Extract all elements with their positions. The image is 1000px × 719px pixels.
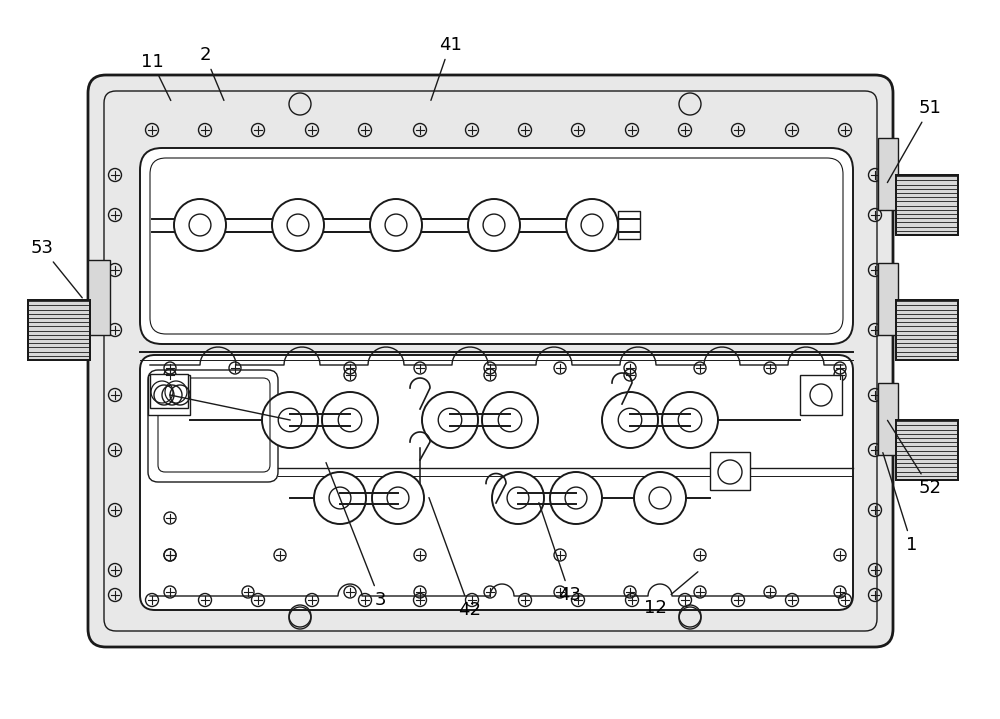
Bar <box>896 420 958 480</box>
Bar <box>896 420 958 480</box>
Circle shape <box>566 199 618 251</box>
Circle shape <box>468 199 520 251</box>
Bar <box>896 175 958 235</box>
Bar <box>148 375 190 415</box>
Text: 43: 43 <box>539 503 582 604</box>
FancyBboxPatch shape <box>140 355 853 610</box>
Bar <box>710 452 750 490</box>
Text: 51: 51 <box>887 99 941 183</box>
Text: 2: 2 <box>199 46 224 101</box>
Bar <box>878 138 898 210</box>
Bar <box>878 263 898 335</box>
Bar <box>450 414 510 426</box>
Bar <box>324 219 370 232</box>
Circle shape <box>662 392 718 448</box>
Text: 3: 3 <box>326 462 386 609</box>
Circle shape <box>322 392 378 448</box>
FancyBboxPatch shape <box>140 148 853 344</box>
Text: 41: 41 <box>431 36 461 101</box>
Bar <box>896 300 958 360</box>
Text: 52: 52 <box>887 421 942 497</box>
Bar <box>896 175 958 235</box>
Bar <box>226 219 272 232</box>
Bar <box>520 219 566 232</box>
Text: 53: 53 <box>30 239 82 298</box>
Bar <box>88 260 110 335</box>
Text: 11: 11 <box>141 53 171 101</box>
Bar <box>290 414 350 426</box>
Bar <box>618 211 640 239</box>
Bar <box>630 414 690 426</box>
Circle shape <box>492 472 544 524</box>
Bar <box>518 493 576 503</box>
Text: 12: 12 <box>644 572 698 617</box>
Bar <box>878 383 898 455</box>
FancyBboxPatch shape <box>148 370 278 482</box>
Circle shape <box>314 472 366 524</box>
Circle shape <box>602 392 658 448</box>
Circle shape <box>422 392 478 448</box>
Bar <box>152 216 841 234</box>
Text: 1: 1 <box>883 453 918 554</box>
Circle shape <box>372 472 424 524</box>
Circle shape <box>634 472 686 524</box>
Circle shape <box>370 199 422 251</box>
Text: 42: 42 <box>429 498 482 619</box>
Circle shape <box>272 199 324 251</box>
Circle shape <box>550 472 602 524</box>
Bar <box>422 219 468 232</box>
Bar <box>150 374 188 408</box>
Bar <box>28 300 90 360</box>
Circle shape <box>262 392 318 448</box>
Bar <box>340 493 398 503</box>
Bar <box>800 375 842 415</box>
FancyBboxPatch shape <box>88 75 893 647</box>
Circle shape <box>174 199 226 251</box>
Circle shape <box>482 392 538 448</box>
Bar <box>28 300 90 360</box>
Bar <box>896 300 958 360</box>
